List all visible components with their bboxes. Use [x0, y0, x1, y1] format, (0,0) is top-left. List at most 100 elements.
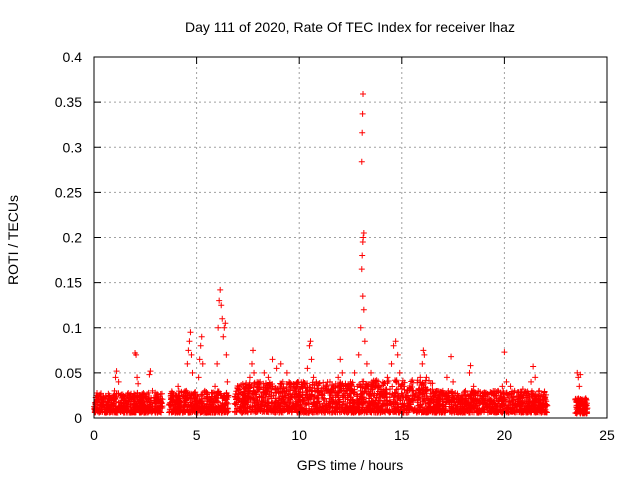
data-point — [376, 398, 383, 405]
data-point — [265, 374, 272, 381]
data-point — [137, 396, 144, 403]
data-point — [247, 408, 254, 415]
data-point — [515, 398, 522, 405]
data-point — [209, 390, 216, 397]
data-point — [326, 407, 333, 414]
data-point — [351, 369, 358, 376]
data-point — [329, 392, 336, 399]
data-point — [503, 407, 510, 414]
data-point — [237, 408, 244, 415]
data-point — [251, 369, 258, 376]
data-point — [192, 406, 199, 413]
data-point — [348, 404, 355, 411]
data-point — [105, 390, 112, 397]
data-point — [361, 338, 368, 345]
data-point — [374, 403, 381, 410]
data-point — [359, 293, 366, 300]
data-point — [409, 396, 416, 403]
data-point — [487, 396, 494, 403]
data-point — [311, 382, 318, 389]
data-point — [446, 399, 453, 406]
data-point — [380, 387, 387, 394]
data-point — [482, 401, 489, 408]
data-point — [333, 400, 340, 407]
x-tick-label: 10 — [291, 427, 307, 443]
chart-title: Day 111 of 2020, Rate Of TEC Index for r… — [185, 19, 515, 35]
data-point — [117, 392, 124, 399]
data-point — [122, 405, 129, 412]
data-point — [264, 382, 271, 389]
data-point — [107, 395, 114, 402]
data-point — [217, 405, 224, 412]
data-point — [112, 407, 119, 414]
y-tick-label: 0.2 — [63, 230, 83, 246]
data-point — [326, 400, 333, 407]
data-point — [394, 395, 401, 402]
data-point — [277, 385, 284, 392]
data-point — [491, 401, 498, 408]
data-point — [490, 405, 497, 412]
data-point — [199, 398, 206, 405]
data-point — [123, 396, 130, 403]
data-point — [461, 389, 468, 396]
data-point — [414, 399, 421, 406]
data-point — [212, 383, 219, 390]
data-point — [198, 400, 205, 407]
data-point — [279, 390, 286, 397]
data-point — [454, 392, 461, 399]
data-point — [387, 399, 394, 406]
data-point — [92, 404, 99, 411]
data-point — [287, 383, 294, 390]
data-point — [485, 391, 492, 398]
data-point — [244, 405, 251, 412]
data-point — [272, 385, 279, 392]
data-point — [505, 391, 512, 398]
data-point — [386, 394, 393, 401]
data-point — [293, 383, 300, 390]
data-point — [353, 399, 360, 406]
data-point — [145, 409, 152, 416]
data-point — [294, 383, 301, 390]
data-point — [364, 409, 371, 416]
data-point — [213, 394, 220, 401]
data-point — [539, 409, 546, 416]
data-point — [190, 395, 197, 402]
data-point — [452, 404, 459, 411]
data-point — [515, 389, 522, 396]
data-point — [532, 396, 539, 403]
data-point — [368, 385, 375, 392]
data-point — [427, 387, 434, 394]
data-point — [300, 397, 307, 404]
data-point — [148, 404, 155, 411]
data-point — [139, 391, 146, 398]
data-point — [395, 409, 402, 416]
data-point — [406, 403, 413, 410]
data-point — [202, 409, 209, 416]
data-point — [464, 407, 471, 414]
data-point — [250, 347, 257, 354]
data-point — [284, 407, 291, 414]
data-point — [523, 392, 530, 399]
data-point — [145, 389, 152, 396]
data-point — [307, 338, 314, 345]
data-point — [331, 387, 338, 394]
data-point — [173, 392, 180, 399]
data-point — [314, 387, 321, 394]
data-point — [318, 392, 325, 399]
data-point — [358, 158, 365, 165]
data-point — [133, 351, 140, 358]
data-point — [343, 387, 350, 394]
data-point — [193, 396, 200, 403]
data-point — [462, 387, 469, 394]
data-point — [396, 369, 403, 376]
data-point — [196, 356, 203, 363]
data-point — [119, 408, 126, 415]
data-point — [449, 388, 456, 395]
data-point — [474, 407, 481, 414]
axes: 0 5 10 15 20 25 0 0.05 0.1 0.15 0.2 0.25 0.3 0.35 0.4 — [55, 49, 615, 443]
data-point — [536, 387, 543, 394]
data-point — [234, 385, 241, 392]
data-point — [498, 396, 505, 403]
data-point — [336, 384, 343, 391]
data-point — [519, 394, 526, 401]
